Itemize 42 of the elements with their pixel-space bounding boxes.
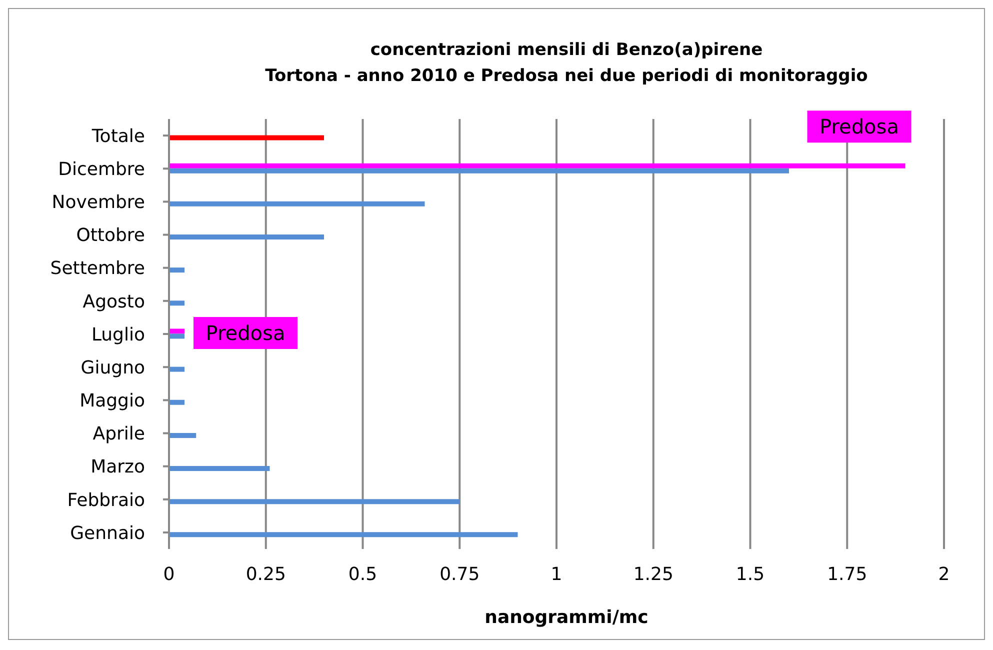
bar — [169, 234, 324, 240]
bar — [169, 168, 789, 174]
bar — [169, 400, 184, 405]
y-tick-label: Luglio — [91, 324, 145, 346]
bar — [169, 201, 425, 206]
x-tick-label: 0.5 — [348, 564, 378, 585]
y-tick-label: Settembre — [50, 258, 145, 280]
x-tick-label: 1.5 — [736, 564, 765, 585]
y-tick-label: Dicembre — [58, 159, 145, 180]
y-tick-label: Novembre — [52, 192, 145, 214]
annotation: Predosa — [820, 114, 899, 139]
x-axis-title: nanogrammi/mc — [484, 607, 650, 628]
bar — [169, 432, 196, 438]
annotation: Predosa — [206, 321, 286, 345]
y-tick-label: Febbraio — [67, 490, 145, 511]
x-tick-label: 2 — [938, 564, 950, 585]
bar — [169, 499, 460, 504]
x-tick-label: 1.75 — [827, 564, 868, 585]
chart-subtitle: Tortona - anno 2010 e Predosa nei due periodi di monitoraggio — [264, 65, 869, 88]
x-tick-label: 0.25 — [246, 564, 286, 585]
bar — [169, 532, 518, 538]
bar — [169, 366, 184, 372]
bar — [169, 163, 906, 168]
y-tick-label: Ottobre — [76, 225, 145, 246]
y-tick-label: Gennaio — [70, 522, 145, 544]
bar — [169, 300, 184, 306]
y-tick-label: Giugno — [80, 357, 145, 378]
chart-title: concentrazioni mensili di Benzo(a)pirene — [369, 39, 764, 62]
bar — [169, 334, 184, 339]
y-tick-label: Aprile — [92, 424, 145, 445]
x-tick-label: 1.25 — [633, 564, 674, 585]
y-tick-label: Maggio — [80, 390, 145, 412]
bar — [169, 268, 184, 273]
x-tick-label: 0.75 — [440, 564, 480, 585]
bar — [169, 328, 184, 334]
bar — [169, 466, 270, 472]
y-tick-label: Totale — [90, 126, 145, 147]
y-tick-label: Agosto — [82, 291, 145, 312]
bar — [169, 135, 324, 140]
x-tick-label: 0 — [163, 564, 175, 585]
y-tick-label: Marzo — [90, 456, 145, 478]
x-tick-label: 1 — [550, 564, 562, 585]
